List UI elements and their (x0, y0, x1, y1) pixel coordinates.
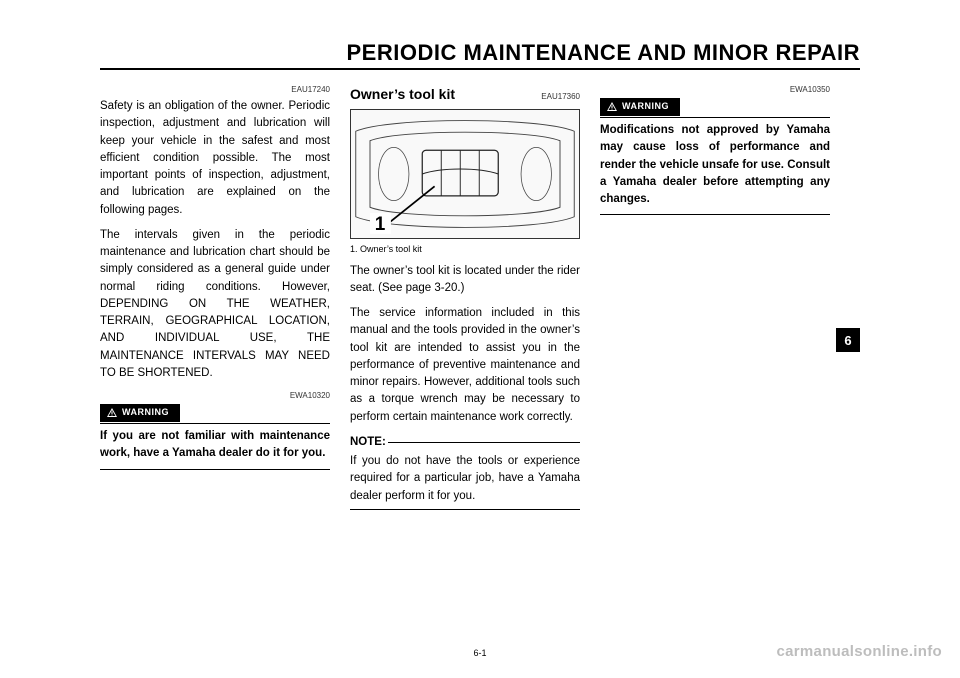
callout-number: 1 (375, 214, 386, 235)
ref-code: EAU17360 (455, 91, 580, 103)
warning-text: Modifications not approved by Yamaha may… (600, 122, 830, 208)
note-label: NOTE: (350, 434, 386, 451)
divider (600, 117, 830, 118)
columns-container: EAU17240 Safety is an obligation of the … (100, 84, 860, 510)
column-1: EAU17240 Safety is an obligation of the … (100, 84, 330, 510)
toolkit-diagram: 1 (350, 109, 580, 239)
warning-badge: WARNING (600, 98, 680, 116)
body-text: The owner’s tool kit is located under th… (350, 263, 580, 298)
warning-text: If you are not familiar with mainte­nanc… (100, 428, 330, 463)
divider (388, 442, 580, 443)
ref-code: EWA10320 (100, 390, 330, 402)
divider (350, 509, 580, 510)
page-title: PERIODIC MAINTENANCE AND MINOR REPAIR (100, 40, 860, 70)
ref-code: EWA10350 (600, 84, 830, 96)
note-header: NOTE: (350, 434, 580, 451)
column-3: EWA10350 WARNING Modifications not appro… (600, 84, 860, 510)
body-text: The intervals given in the periodic main… (100, 227, 330, 382)
page: PERIODIC MAINTENANCE AND MINOR REPAIR EA… (0, 0, 960, 678)
diagram-caption: 1. Owner’s tool kit (350, 243, 580, 257)
warning-icon (106, 407, 118, 419)
chapter-tab: 6 (836, 328, 860, 352)
divider (100, 469, 330, 470)
section-title: Owner’s tool kit (350, 84, 455, 105)
body-text: Safety is an obligation of the owner. Pe… (100, 98, 330, 219)
column-2: Owner’s tool kit EAU17360 (350, 84, 580, 510)
body-text: The service information included in this… (350, 305, 580, 426)
warning-badge: WARNING (100, 404, 180, 422)
warning-icon (606, 101, 618, 113)
warning-label: WARNING (122, 406, 169, 420)
ref-code: EAU17240 (100, 84, 330, 96)
note-text: If you do not have the tools or experi­e… (350, 453, 580, 505)
warning-label: WARNING (622, 100, 669, 114)
divider (600, 214, 830, 215)
watermark: carmanualsonline.info (777, 643, 943, 660)
divider (100, 423, 330, 424)
